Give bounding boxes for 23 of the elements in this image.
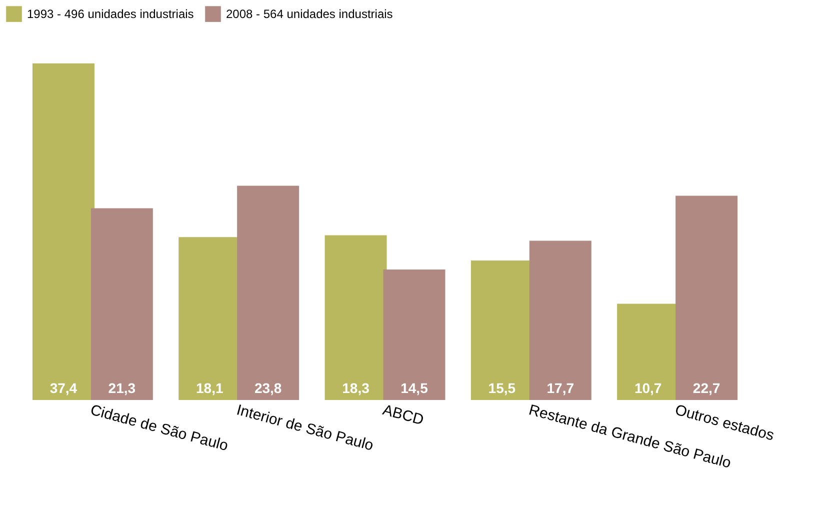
data-label: 22,7 — [692, 380, 720, 396]
bar — [676, 196, 738, 400]
x-tick-label: Interior de São Paulo — [234, 402, 376, 454]
bar — [529, 240, 592, 400]
bar — [324, 235, 387, 400]
bar — [90, 208, 153, 400]
data-label: 17,7 — [546, 380, 574, 396]
data-label: 21,3 — [108, 380, 136, 396]
legend-label: 2008 - 564 unidades industriais — [226, 7, 393, 22]
bar — [237, 186, 300, 400]
bar — [32, 63, 94, 400]
data-label: 37,4 — [50, 380, 78, 396]
data-label: 15,5 — [488, 380, 516, 396]
data-label: 18,3 — [342, 380, 370, 396]
x-tick-label: Cidade de São Paulo — [88, 402, 230, 455]
data-label: 18,1 — [196, 380, 224, 396]
x-tick-label: ABCD — [380, 402, 426, 429]
data-label: 10,7 — [634, 380, 662, 396]
x-tick-label: Outros estados — [673, 402, 776, 444]
data-label: 23,8 — [254, 380, 282, 396]
data-label: 14,5 — [400, 380, 428, 396]
legend-label: 1993 - 496 unidades industriais — [27, 7, 194, 22]
bar — [383, 270, 446, 400]
